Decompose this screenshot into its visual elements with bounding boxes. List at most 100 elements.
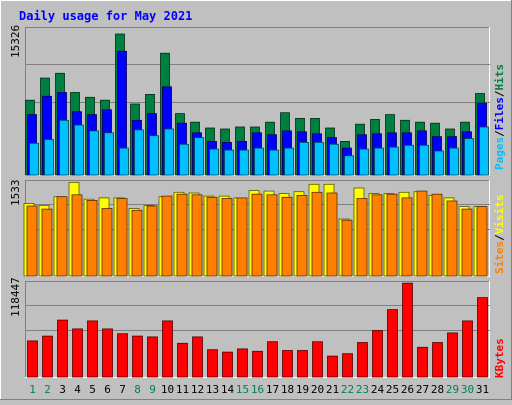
sites-bar-day-1 bbox=[26, 205, 38, 277]
pages-bar-day-11 bbox=[179, 143, 189, 176]
day-label-10: 10 bbox=[161, 383, 174, 396]
day-label-31: 31 bbox=[476, 383, 489, 396]
pages-bar-day-20 bbox=[314, 141, 324, 176]
day-label-15: 15 bbox=[236, 383, 249, 396]
pages-bar-day-28 bbox=[434, 150, 444, 176]
day-label-22: 22 bbox=[341, 383, 354, 396]
day-label-6: 6 bbox=[104, 383, 111, 396]
day-label-4: 4 bbox=[74, 383, 81, 396]
day-label-13: 13 bbox=[206, 383, 219, 396]
day-label-18: 18 bbox=[281, 383, 294, 396]
day-label-25: 25 bbox=[386, 383, 399, 396]
pages-bar-day-31 bbox=[479, 126, 489, 176]
sites-bar-day-12 bbox=[191, 194, 203, 277]
kbytes-bar-day-29 bbox=[447, 332, 458, 378]
kbytes-bar-day-5 bbox=[87, 320, 98, 378]
legend-sites: Sites bbox=[493, 241, 506, 274]
day-label-16: 16 bbox=[251, 383, 264, 396]
chart-title: Daily usage for May 2021 bbox=[19, 9, 192, 23]
kbytes-bar-day-18 bbox=[282, 350, 293, 378]
day-label-27: 27 bbox=[416, 383, 429, 396]
kbytes-bar-day-23 bbox=[357, 342, 368, 378]
sites-bar-day-15 bbox=[236, 197, 248, 277]
sites-bar-day-31 bbox=[476, 206, 488, 277]
pages-bar-day-22 bbox=[344, 155, 354, 176]
legend-pages: Pages bbox=[493, 137, 506, 170]
kbytes-bar-day-19 bbox=[297, 350, 308, 378]
pages-bar-day-19 bbox=[299, 141, 309, 176]
hits-legend: Pages/Files/Hits bbox=[493, 64, 506, 170]
sites-bar-day-2 bbox=[41, 208, 53, 277]
pages-bar-day-26 bbox=[404, 144, 414, 176]
pages-bar-day-21 bbox=[329, 143, 339, 176]
kbytes-bar-day-14 bbox=[222, 351, 233, 378]
sites-bar-day-18 bbox=[281, 196, 293, 277]
kbytes-bar-day-21 bbox=[327, 355, 338, 378]
sites-bar-day-7 bbox=[116, 198, 128, 277]
pages-bar-day-12 bbox=[194, 137, 204, 176]
pages-bar-day-7 bbox=[119, 147, 129, 176]
pages-bar-day-2 bbox=[44, 139, 54, 176]
day-label-14: 14 bbox=[221, 383, 235, 396]
kbytes-bar-day-13 bbox=[207, 349, 218, 378]
sites-bar-day-8 bbox=[131, 209, 143, 277]
kbytes-bar-day-24 bbox=[372, 330, 383, 378]
hits-ymax-label: 15326 bbox=[9, 25, 22, 58]
sites-bar-day-21 bbox=[326, 192, 338, 277]
day-label-5: 5 bbox=[89, 383, 96, 396]
day-label-20: 20 bbox=[311, 383, 324, 396]
sites-bar-day-29 bbox=[446, 200, 458, 277]
kbytes-bar-day-16 bbox=[252, 350, 263, 378]
pages-bar-day-24 bbox=[374, 147, 384, 176]
sites-bar-day-20 bbox=[311, 191, 323, 277]
kbytes-bar-day-28 bbox=[432, 342, 443, 378]
sites-bar-day-5 bbox=[86, 199, 98, 277]
day-label-21: 21 bbox=[326, 383, 339, 396]
kbytes-bar-day-4 bbox=[72, 328, 83, 378]
sites-bar-day-23 bbox=[356, 198, 368, 277]
legend-separator: / bbox=[493, 130, 506, 137]
sites-bar-day-27 bbox=[416, 190, 428, 277]
day-label-11: 11 bbox=[176, 383, 189, 396]
day-label-23: 23 bbox=[356, 383, 369, 396]
kbytes-bar-day-25 bbox=[387, 309, 398, 378]
day-label-2: 2 bbox=[44, 383, 51, 396]
sites-bar-day-9 bbox=[146, 205, 158, 277]
kbytes-bar-day-8 bbox=[132, 335, 143, 378]
kbytes-bar-day-3 bbox=[57, 319, 68, 378]
legend-visits: Visits bbox=[493, 195, 506, 235]
kbytes-bar-day-10 bbox=[162, 320, 173, 378]
sites-bar-day-25 bbox=[386, 193, 398, 277]
kbytes-bar-day-11 bbox=[177, 342, 188, 378]
pages-bar-day-8 bbox=[134, 129, 144, 176]
kbytes-bar-day-12 bbox=[192, 336, 203, 378]
kbytes-bar-day-20 bbox=[312, 341, 323, 378]
legend-separator: / bbox=[493, 234, 506, 241]
day-label-17: 17 bbox=[266, 383, 279, 396]
kbytes-panel bbox=[25, 281, 490, 378]
sites-bar-day-16 bbox=[251, 193, 263, 277]
day-label-24: 24 bbox=[371, 383, 385, 396]
pages-bar-day-10 bbox=[164, 128, 174, 176]
kbytes-bar-day-9 bbox=[147, 336, 158, 378]
pages-bar-day-15 bbox=[239, 149, 249, 176]
kbytes-ymax-label: 118447 bbox=[9, 277, 22, 317]
pages-bar-day-1 bbox=[29, 142, 39, 176]
pages-bar-day-4 bbox=[74, 124, 84, 176]
day-label-9: 9 bbox=[149, 383, 156, 396]
visits-legend: Sites/Visits bbox=[493, 195, 506, 275]
sites-bar-day-28 bbox=[431, 193, 443, 277]
sites-bar-day-19 bbox=[296, 194, 308, 277]
pages-bar-day-29 bbox=[449, 147, 459, 176]
day-label-30: 30 bbox=[461, 383, 474, 396]
kbytes-bar-day-7 bbox=[117, 333, 128, 378]
pages-bar-day-13 bbox=[209, 148, 219, 176]
day-label-12: 12 bbox=[191, 383, 204, 396]
pages-bar-day-18 bbox=[284, 147, 294, 176]
visits-ymax-label: 1533 bbox=[9, 180, 22, 207]
sites-bar-day-10 bbox=[161, 195, 173, 277]
sites-bar-day-11 bbox=[176, 193, 188, 277]
sites-bar-day-13 bbox=[206, 196, 218, 277]
